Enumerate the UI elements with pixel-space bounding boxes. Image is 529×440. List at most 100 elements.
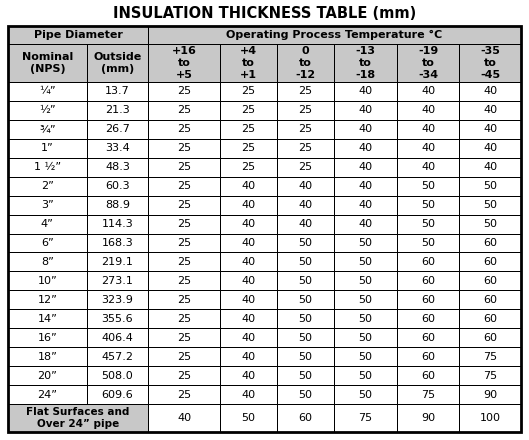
- Text: 25: 25: [241, 143, 256, 153]
- Bar: [277, 101, 334, 120]
- Text: 40: 40: [483, 143, 497, 153]
- Bar: [460, 177, 521, 196]
- Bar: [277, 385, 334, 404]
- Text: 20”: 20”: [38, 370, 57, 381]
- Text: 25: 25: [177, 389, 191, 400]
- Bar: [277, 120, 334, 139]
- Bar: [148, 328, 220, 347]
- Bar: [397, 120, 460, 139]
- Bar: [220, 347, 277, 366]
- Bar: [397, 82, 460, 101]
- Text: 40: 40: [483, 125, 497, 134]
- Bar: [8, 290, 87, 309]
- Bar: [397, 177, 460, 196]
- Text: 50: 50: [298, 276, 313, 286]
- Bar: [334, 366, 397, 385]
- Bar: [8, 177, 87, 196]
- Bar: [334, 82, 397, 101]
- Text: 60: 60: [483, 333, 497, 343]
- Text: 13.7: 13.7: [105, 87, 130, 96]
- Text: 25: 25: [177, 219, 191, 229]
- Text: 40: 40: [358, 200, 372, 210]
- Text: 50: 50: [298, 352, 313, 362]
- Bar: [220, 196, 277, 215]
- Text: 2”: 2”: [41, 181, 54, 191]
- Bar: [220, 44, 277, 82]
- Bar: [8, 404, 148, 432]
- Text: 40: 40: [241, 295, 256, 305]
- Text: ½”: ½”: [39, 106, 56, 115]
- Bar: [397, 253, 460, 271]
- Bar: [148, 215, 220, 234]
- Text: 50: 50: [421, 219, 435, 229]
- Text: 25: 25: [241, 125, 256, 134]
- Bar: [397, 290, 460, 309]
- Bar: [87, 253, 148, 271]
- Bar: [220, 366, 277, 385]
- Bar: [277, 290, 334, 309]
- Text: 60: 60: [483, 238, 497, 248]
- Text: 10”: 10”: [38, 276, 57, 286]
- Text: 24”: 24”: [38, 389, 57, 400]
- Text: ¾”: ¾”: [39, 125, 56, 134]
- Text: 50: 50: [298, 389, 313, 400]
- Text: 355.6: 355.6: [102, 314, 133, 324]
- Bar: [460, 44, 521, 82]
- Bar: [397, 196, 460, 215]
- Text: 40: 40: [241, 333, 256, 343]
- Bar: [148, 404, 220, 432]
- Bar: [8, 120, 87, 139]
- Bar: [460, 158, 521, 177]
- Bar: [460, 328, 521, 347]
- Bar: [277, 309, 334, 328]
- Text: 75: 75: [421, 389, 435, 400]
- Text: Nominal
(NPS): Nominal (NPS): [22, 52, 73, 74]
- Text: 25: 25: [241, 162, 256, 172]
- Bar: [334, 290, 397, 309]
- Bar: [220, 253, 277, 271]
- Bar: [334, 196, 397, 215]
- Text: 0
to
-12: 0 to -12: [296, 46, 316, 80]
- Bar: [460, 101, 521, 120]
- Text: 40: 40: [241, 314, 256, 324]
- Text: 3”: 3”: [41, 200, 54, 210]
- Text: 50: 50: [358, 238, 372, 248]
- Text: 1 ½”: 1 ½”: [34, 162, 61, 172]
- Bar: [460, 271, 521, 290]
- Text: 50: 50: [358, 295, 372, 305]
- Bar: [334, 44, 397, 82]
- Text: +16
to
+5: +16 to +5: [172, 46, 197, 80]
- Text: 50: 50: [298, 333, 313, 343]
- Text: 50: 50: [298, 257, 313, 267]
- Bar: [397, 366, 460, 385]
- Text: 406.4: 406.4: [102, 333, 133, 343]
- Text: ¼”: ¼”: [39, 87, 56, 96]
- Text: 457.2: 457.2: [102, 352, 133, 362]
- Text: 40: 40: [241, 200, 256, 210]
- Bar: [148, 120, 220, 139]
- Text: 26.7: 26.7: [105, 125, 130, 134]
- Text: 1”: 1”: [41, 143, 54, 153]
- Bar: [397, 44, 460, 82]
- Text: 90: 90: [483, 389, 497, 400]
- Bar: [460, 366, 521, 385]
- Bar: [397, 404, 460, 432]
- Text: -19
to
-34: -19 to -34: [418, 46, 438, 80]
- Text: 50: 50: [358, 370, 372, 381]
- Bar: [148, 177, 220, 196]
- Text: 8”: 8”: [41, 257, 54, 267]
- Text: 25: 25: [177, 106, 191, 115]
- Bar: [334, 347, 397, 366]
- Bar: [397, 101, 460, 120]
- Bar: [148, 26, 521, 44]
- Text: 323.9: 323.9: [102, 295, 133, 305]
- Bar: [277, 44, 334, 82]
- Text: 48.3: 48.3: [105, 162, 130, 172]
- Text: 75: 75: [358, 413, 372, 423]
- Bar: [460, 385, 521, 404]
- Bar: [277, 347, 334, 366]
- Bar: [334, 271, 397, 290]
- Bar: [277, 177, 334, 196]
- Bar: [148, 82, 220, 101]
- Bar: [8, 328, 87, 347]
